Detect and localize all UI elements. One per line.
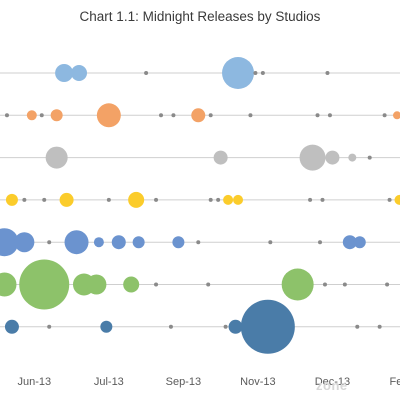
- series-4-bubble-1: [5, 193, 18, 206]
- series-7-bubble-5: [223, 324, 228, 329]
- series-2-bubble-9: [208, 113, 213, 118]
- series-6-bubble-11: [385, 282, 390, 287]
- series-2-bubble-4: [50, 109, 63, 122]
- series-5-bubble-1: [0, 228, 19, 257]
- series-2-bubble-5: [96, 103, 121, 128]
- series-4-bubble-6: [128, 191, 145, 208]
- series-1-bubble-4: [222, 57, 255, 89]
- series-4-bubble-8: [208, 197, 213, 202]
- series-3-bubble-2: [213, 150, 228, 165]
- series-5-bubble-6: [111, 235, 126, 250]
- series-7-bubble-4: [168, 324, 173, 329]
- series-2-bubble-6: [159, 113, 164, 118]
- series-4-bubble-5: [106, 197, 111, 202]
- series-5-bubble-9: [196, 240, 201, 245]
- series-7-bubble-1: [4, 319, 19, 334]
- series-6-bubble-6: [154, 282, 159, 287]
- series-6-bubble-7: [206, 282, 211, 287]
- series-4-bubble-10: [223, 194, 234, 205]
- series-5-bubble-5: [93, 237, 104, 248]
- series-2-bubble-1: [4, 113, 9, 118]
- series-3-bubble-4: [325, 150, 340, 165]
- series-2-bubble-11: [315, 113, 320, 118]
- series-5-bubble-4: [64, 230, 89, 255]
- series-2-bubble-14: [393, 111, 400, 120]
- x-tick-label: Dec-13: [315, 376, 350, 388]
- series-3-bubble-5: [348, 153, 357, 162]
- series-4-bubble-12: [308, 197, 313, 202]
- series-4-bubble-9: [216, 197, 221, 202]
- series-6-bubble-9: [322, 282, 327, 287]
- x-tick-label: Sep-13: [166, 376, 201, 388]
- series-5-bubble-11: [318, 240, 323, 245]
- series-3-bubble-3: [299, 144, 326, 171]
- series-5-bubble-13: [353, 236, 366, 249]
- series-5-bubble-8: [172, 236, 185, 249]
- series-1-bubble-1: [55, 64, 74, 82]
- x-tick-label: Jul-13: [94, 376, 124, 388]
- series-2-bubble-12: [327, 113, 332, 118]
- x-tick-label: Nov-13: [240, 376, 275, 388]
- series-2-bubble-2: [26, 110, 37, 121]
- series-6-bubble-5: [123, 276, 140, 293]
- series-5-bubble-10: [268, 240, 273, 245]
- series-4-bubble-2: [22, 197, 27, 202]
- series-4-bubble-7: [154, 197, 159, 202]
- series-4-bubble-13: [320, 197, 325, 202]
- series-7-bubble-3: [100, 320, 113, 333]
- series-6-bubble-4: [86, 274, 107, 295]
- series-5-bubble-3: [47, 240, 52, 245]
- series-7-bubble-9: [377, 324, 382, 329]
- series-2-bubble-7: [171, 113, 176, 118]
- series-7-bubble-6: [228, 319, 243, 334]
- series-1-bubble-2: [71, 65, 88, 81]
- series-4-bubble-14: [387, 197, 392, 202]
- series-1-bubble-3: [144, 71, 149, 75]
- series-6-bubble-10: [342, 282, 347, 287]
- series-1-bubble-7: [325, 71, 330, 75]
- watermark: zone: [316, 378, 348, 393]
- series-4-bubble-4: [59, 192, 74, 207]
- x-tick-label: Jun-13: [17, 376, 51, 388]
- series-3-bubble-1: [45, 146, 68, 169]
- series-2-bubble-13: [382, 113, 387, 118]
- series-7-bubble-7: [240, 299, 295, 354]
- series-4-bubble-3: [42, 197, 47, 202]
- series-5-bubble-2: [14, 232, 35, 253]
- series-2-bubble-10: [248, 113, 253, 118]
- series-1-bubble-6: [260, 71, 265, 75]
- chart-title: Chart 1.1: Midnight Releases by Studios: [79, 9, 321, 24]
- series-6-bubble-8: [281, 268, 314, 301]
- series-2-bubble-3: [39, 113, 44, 118]
- series-5-bubble-7: [132, 236, 145, 249]
- series-2-bubble-8: [191, 108, 206, 123]
- series-7-bubble-2: [47, 324, 52, 329]
- series-4-bubble-15: [394, 194, 400, 205]
- series-5-bubble-12: [342, 235, 357, 250]
- series-6-bubble-2: [19, 259, 70, 310]
- series-4-bubble-11: [233, 194, 244, 205]
- series-3-bubble-6: [367, 155, 372, 160]
- series-6-bubble-1: [0, 272, 17, 297]
- x-tick-label: Feb-14: [390, 376, 400, 388]
- series-1-bubble-5: [253, 71, 258, 75]
- series-7-bubble-8: [355, 324, 360, 329]
